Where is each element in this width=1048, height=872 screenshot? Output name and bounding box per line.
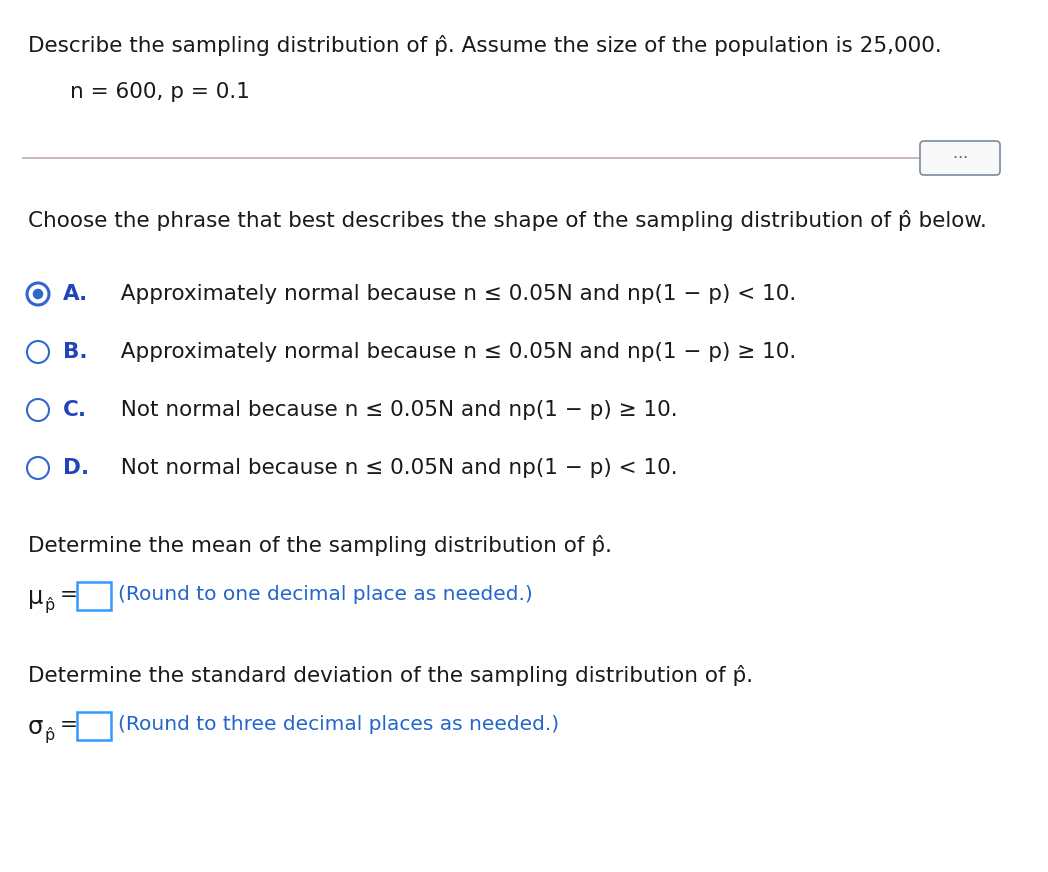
Text: p̂: p̂: [44, 727, 54, 743]
Text: Not normal because n ≤ 0.05N and np(1 − p) < 10.: Not normal because n ≤ 0.05N and np(1 − …: [107, 458, 678, 478]
Text: σ: σ: [28, 715, 43, 739]
Text: A.: A.: [63, 284, 88, 304]
Text: (Round to one decimal place as needed.): (Round to one decimal place as needed.): [118, 585, 532, 604]
Text: Determine the standard deviation of the sampling distribution of p̂.: Determine the standard deviation of the …: [28, 665, 754, 686]
Text: Determine the mean of the sampling distribution of p̂.: Determine the mean of the sampling distr…: [28, 535, 612, 556]
FancyBboxPatch shape: [77, 712, 111, 740]
Text: =: =: [60, 715, 78, 735]
Circle shape: [27, 341, 49, 363]
Text: (Round to three decimal places as needed.): (Round to three decimal places as needed…: [118, 715, 560, 734]
Text: C.: C.: [63, 400, 87, 420]
Text: Not normal because n ≤ 0.05N and np(1 − p) ≥ 10.: Not normal because n ≤ 0.05N and np(1 − …: [107, 400, 678, 420]
Text: Describe the sampling distribution of p̂. Assume the size of the population is 2: Describe the sampling distribution of p̂…: [28, 35, 942, 56]
FancyBboxPatch shape: [920, 141, 1000, 175]
Circle shape: [27, 399, 49, 421]
Text: Approximately normal because n ≤ 0.05N and np(1 − p) ≥ 10.: Approximately normal because n ≤ 0.05N a…: [107, 342, 796, 362]
Text: =: =: [60, 585, 78, 605]
Text: Approximately normal because n ≤ 0.05N and np(1 − p) < 10.: Approximately normal because n ≤ 0.05N a…: [107, 284, 796, 304]
Text: D.: D.: [63, 458, 89, 478]
Text: B.: B.: [63, 342, 88, 362]
Circle shape: [27, 283, 49, 305]
Text: Choose the phrase that best describes the shape of the sampling distribution of : Choose the phrase that best describes th…: [28, 210, 987, 231]
Text: p̂: p̂: [44, 597, 54, 613]
Circle shape: [27, 457, 49, 479]
Circle shape: [32, 289, 43, 299]
Text: μ: μ: [28, 585, 43, 609]
Text: ⋯: ⋯: [953, 151, 967, 166]
Text: n = 600, p = 0.1: n = 600, p = 0.1: [70, 82, 249, 102]
FancyBboxPatch shape: [77, 582, 111, 610]
